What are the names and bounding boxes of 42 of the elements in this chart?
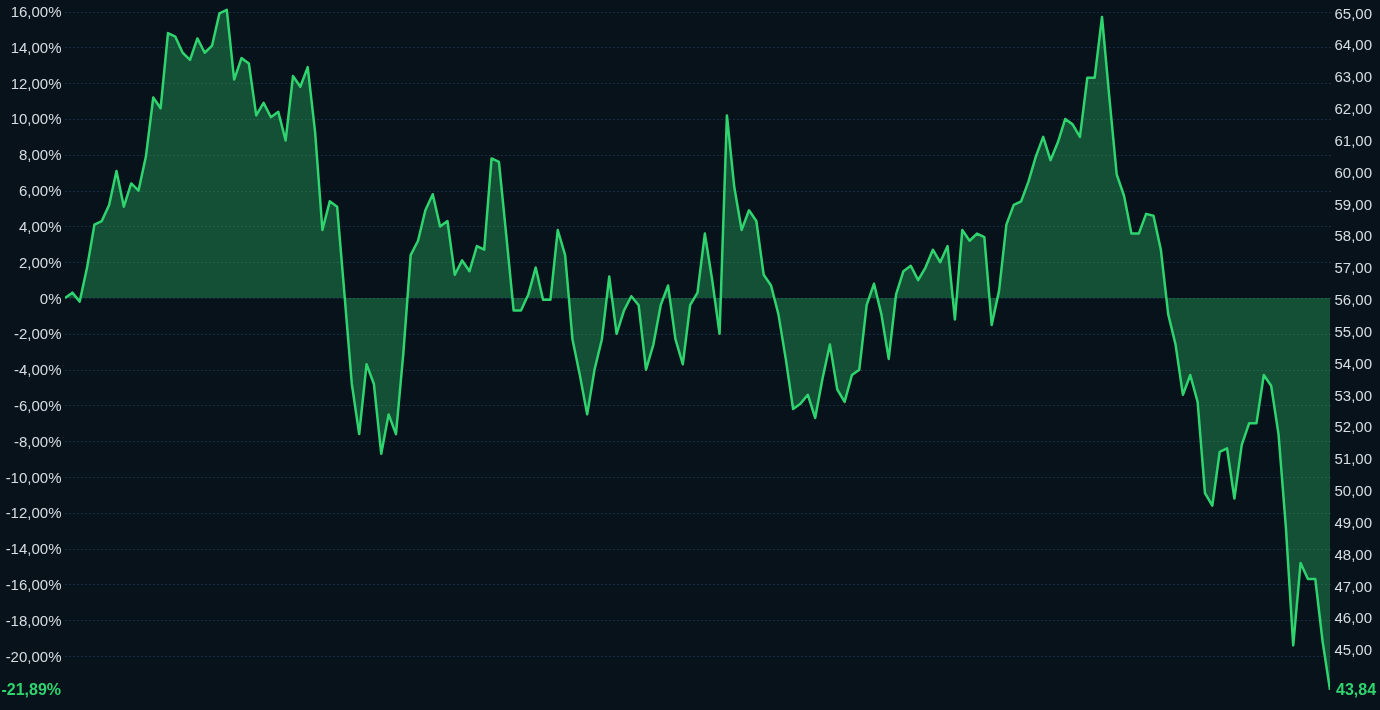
- y2-tick-label: 55,00: [1334, 322, 1373, 340]
- y-tick-label: 14,00%: [10, 38, 62, 56]
- y2-tick-label: 46,00: [1334, 609, 1373, 627]
- y-tick-label: 16,00%: [10, 3, 62, 21]
- y2-tick-label: 59,00: [1334, 195, 1373, 213]
- y2-tick-label: 64,00: [1334, 36, 1373, 54]
- y-tick-label: -8,00%: [13, 432, 62, 450]
- y2-tick-label: 47,00: [1334, 577, 1373, 595]
- y-tick-label: 6,00%: [18, 182, 62, 200]
- y-tick-label: 8,00%: [18, 146, 62, 164]
- text: -21,89%: [1, 680, 61, 698]
- y-tick-label: -16,00%: [5, 575, 62, 593]
- y2-tick-label: 45,00: [1334, 641, 1373, 659]
- y-tick-label: 2,00%: [18, 253, 62, 271]
- y2-tick-label: 50,00: [1334, 482, 1373, 500]
- y-tick-label: -20,00%: [5, 647, 62, 665]
- y2-tick-label: 57,00: [1334, 259, 1373, 277]
- y-tick-label: -2,00%: [13, 325, 62, 343]
- y-tick-label: -4,00%: [13, 361, 62, 379]
- y-tick-label: -12,00%: [5, 504, 62, 522]
- y-tick-label: -14,00%: [5, 540, 62, 558]
- y2-tick-label: 52,00: [1334, 418, 1373, 436]
- y2-tick-label: 54,00: [1334, 354, 1373, 372]
- y2-tick-label: 48,00: [1334, 545, 1373, 563]
- y2-tick-label: 58,00: [1334, 227, 1373, 245]
- y-tick-label: 10,00%: [10, 110, 62, 128]
- text: 43,84: [1336, 680, 1377, 698]
- y-tick-label: -10,00%: [5, 468, 62, 486]
- y2-tick-label: 56,00: [1334, 291, 1373, 309]
- y-tick-label: 4,00%: [18, 217, 62, 235]
- y2-tick-label: 61,00: [1334, 131, 1373, 149]
- y-tick-label: 12,00%: [10, 74, 62, 92]
- y2-tick-label: 60,00: [1334, 163, 1373, 181]
- y2-tick-label: 63,00: [1334, 68, 1373, 86]
- y2-tick-label: 51,00: [1334, 450, 1373, 468]
- y2-tick-label: 65,00: [1334, 4, 1373, 22]
- y2-tick-label: 62,00: [1334, 100, 1373, 118]
- y-tick-label: 0%: [39, 289, 62, 307]
- y-tick-label: -18,00%: [5, 611, 62, 629]
- y-tick-label: -6,00%: [13, 396, 62, 414]
- y2-tick-label: 53,00: [1334, 386, 1373, 404]
- y2-tick-label: 49,00: [1334, 513, 1373, 531]
